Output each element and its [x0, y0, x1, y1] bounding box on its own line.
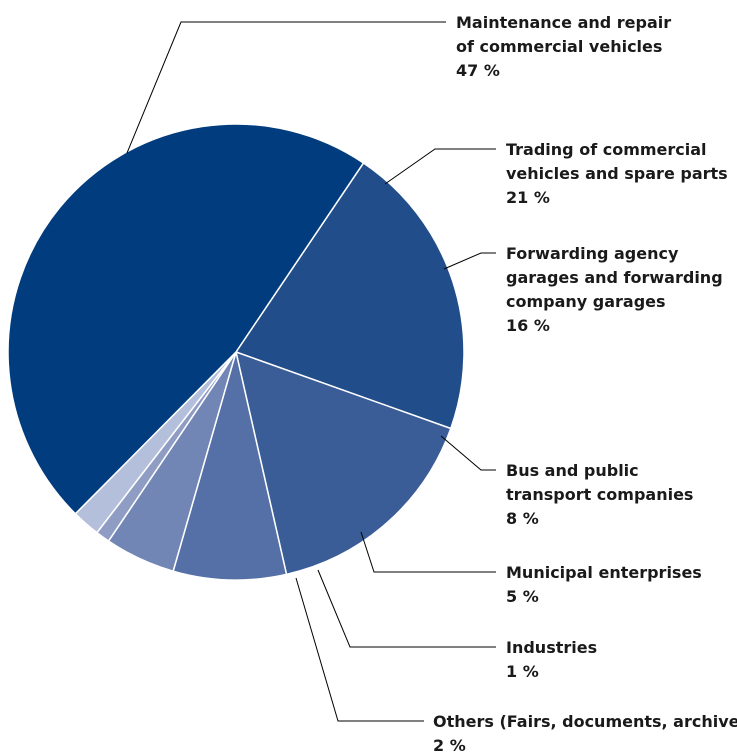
pie-slice [7, 123, 365, 515]
slice-value-label: 5 % [506, 587, 539, 606]
slice-category-label: garages and forwarding [506, 268, 723, 287]
slice-value-label: 1 % [506, 662, 539, 681]
slice-category-label: company garages [506, 292, 666, 311]
slice-category-label: of commercial vehicles [456, 37, 662, 56]
slice-category-label: Maintenance and repair [456, 13, 671, 32]
slice-value-label: 21 % [506, 188, 550, 207]
slice-category-label: Bus and public [506, 461, 639, 480]
leader-line [126, 21, 446, 154]
leader-line [360, 531, 496, 573]
slice-value-label: 47 % [456, 61, 500, 80]
slice-category-label: Municipal enterprises [506, 563, 702, 582]
slice-category-label: transport companies [506, 485, 693, 504]
leader-line [440, 435, 496, 471]
slice-category-label: Forwarding agency [506, 244, 679, 263]
slice-value-label: 2 % [433, 736, 466, 755]
slice-value-label: 8 % [506, 509, 539, 528]
pie-slice [234, 161, 465, 430]
slice-category-label: Industries [506, 638, 597, 657]
leader-line [317, 569, 496, 648]
pie-slice [234, 350, 452, 576]
leader-line [295, 577, 424, 722]
pie-slices [7, 123, 465, 581]
slice-category-label: Others (Fairs, documents, archives) [433, 712, 737, 731]
leader-line [384, 148, 496, 185]
slice-labels: Maintenance and repair of commercial vehi… [433, 13, 737, 755]
slice-value-label: 16 % [506, 316, 550, 335]
pie-slice [172, 351, 288, 581]
leader-lines [126, 21, 496, 722]
slice-category-label: Trading of commercial [506, 140, 707, 159]
leader-line [443, 252, 496, 270]
slice-category-label: vehicles and spare parts [506, 164, 728, 183]
